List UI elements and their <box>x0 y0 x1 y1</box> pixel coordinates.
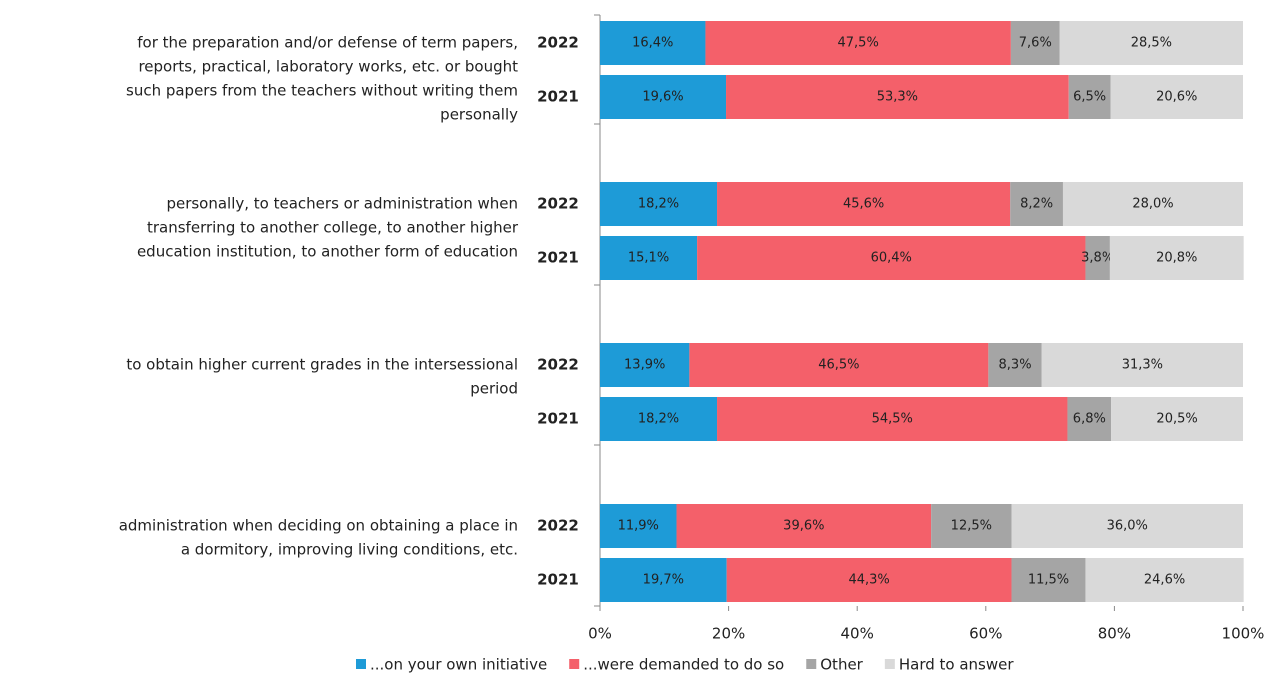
bar-segment <box>600 504 677 548</box>
x-tick-label: 60% <box>969 625 1002 643</box>
group-label: personally <box>440 106 518 124</box>
legend-swatch <box>356 659 366 669</box>
bar-segment <box>1010 182 1063 226</box>
value-label: 24,6% <box>1144 573 1185 588</box>
x-tick-label: 100% <box>1222 625 1265 643</box>
bar-segment <box>1110 75 1243 119</box>
legend-label: Hard to answer <box>899 656 1015 674</box>
legend-label: Other <box>820 656 863 674</box>
x-tick-label: 20% <box>712 625 745 643</box>
value-label: 19,6% <box>642 90 683 105</box>
legend-swatch <box>569 659 580 669</box>
value-label: 28,5% <box>1131 36 1172 51</box>
value-label: 47,5% <box>838 36 879 51</box>
value-label: 6,5% <box>1073 90 1106 105</box>
group-label: to obtain higher current grades in the i… <box>126 356 518 374</box>
group-label: period <box>470 380 518 398</box>
bar-segment <box>988 343 1042 387</box>
value-label: 7,6% <box>1019 36 1052 51</box>
value-label: 8,3% <box>999 358 1032 373</box>
bar-segment <box>1059 21 1243 65</box>
category-label: 2022 <box>537 356 579 374</box>
category-label: 2021 <box>537 410 579 428</box>
bar-segment <box>1111 397 1243 441</box>
value-label: 44,3% <box>848 573 889 588</box>
value-label: 20,5% <box>1156 412 1197 427</box>
bar-segment <box>600 236 698 280</box>
value-label: 60,4% <box>871 251 912 266</box>
value-label: 16,4% <box>632 36 673 51</box>
bar-segment <box>1109 236 1244 280</box>
value-label: 15,1% <box>628 251 669 266</box>
value-label: 20,8% <box>1156 251 1197 266</box>
group-label: personally, to teachers or administratio… <box>166 195 518 213</box>
bar-segment <box>697 236 1086 280</box>
value-label: 3,8% <box>1081 251 1114 266</box>
value-label: 20,6% <box>1156 90 1197 105</box>
bar-segment <box>689 343 989 387</box>
x-tick-label: 40% <box>841 625 874 643</box>
category-label: 2022 <box>537 517 579 535</box>
value-label: 12,5% <box>951 519 992 534</box>
category-label: 2022 <box>537 34 579 52</box>
value-label: 18,2% <box>638 197 679 212</box>
legend-label: ...were demanded to do so <box>583 656 784 674</box>
value-label: 39,6% <box>783 519 824 534</box>
category-label: 2021 <box>537 249 579 267</box>
group-label: transferring to another college, to anot… <box>147 219 519 237</box>
group-label: reports, practical, laboratory works, et… <box>138 58 518 76</box>
group-label: such papers from the teachers without wr… <box>126 82 518 100</box>
value-label: 13,9% <box>624 358 665 373</box>
bar-segment <box>1041 343 1243 387</box>
legend-swatch <box>884 659 895 669</box>
value-label: 53,3% <box>877 90 918 105</box>
x-tick-label: 0% <box>588 625 612 643</box>
bar-segment <box>1011 558 1086 602</box>
value-label: 11,5% <box>1028 573 1069 588</box>
bar-segment <box>600 343 690 387</box>
bar-segment <box>676 504 932 548</box>
group-label: administration when deciding on obtainin… <box>119 517 518 535</box>
bar-segment <box>726 558 1012 602</box>
bar-segment <box>1062 182 1243 226</box>
bar-segment <box>931 504 1012 548</box>
group-label: for the preparation and/or defense of te… <box>137 34 518 52</box>
value-label: 11,9% <box>618 519 659 534</box>
bar-segment <box>600 75 727 119</box>
value-label: 8,2% <box>1020 197 1053 212</box>
legend-swatch <box>806 659 817 669</box>
bar-segment <box>1085 236 1110 280</box>
bar-segment <box>600 182 718 226</box>
bar-segment <box>1067 397 1112 441</box>
bar-segment <box>600 21 706 65</box>
bar-segment <box>1068 75 1111 119</box>
x-tick-label: 80% <box>1098 625 1131 643</box>
value-label: 19,7% <box>643 573 684 588</box>
bar-segment <box>1011 504 1243 548</box>
value-label: 46,5% <box>818 358 859 373</box>
bar-segment <box>600 558 727 602</box>
bar-segment <box>717 397 1068 441</box>
group-label: education institution, to another form o… <box>137 243 518 261</box>
category-label: 2021 <box>537 571 579 589</box>
value-label: 18,2% <box>638 412 679 427</box>
bar-segment <box>1010 21 1060 65</box>
group-label: a dormitory, improving living conditions… <box>181 541 518 559</box>
bar-segment <box>717 182 1011 226</box>
bar-segment <box>705 21 1011 65</box>
value-label: 54,5% <box>872 412 913 427</box>
bar-segment <box>600 397 718 441</box>
bar-segment <box>1085 558 1244 602</box>
category-label: 2021 <box>537 88 579 106</box>
value-label: 28,0% <box>1132 197 1173 212</box>
bar-segment <box>726 75 1069 119</box>
category-label: 2022 <box>537 195 579 213</box>
value-label: 36,0% <box>1107 519 1148 534</box>
value-label: 45,6% <box>843 197 884 212</box>
value-label: 6,8% <box>1073 412 1106 427</box>
legend-label: ...on your own initiative <box>370 656 547 674</box>
value-label: 31,3% <box>1122 358 1163 373</box>
